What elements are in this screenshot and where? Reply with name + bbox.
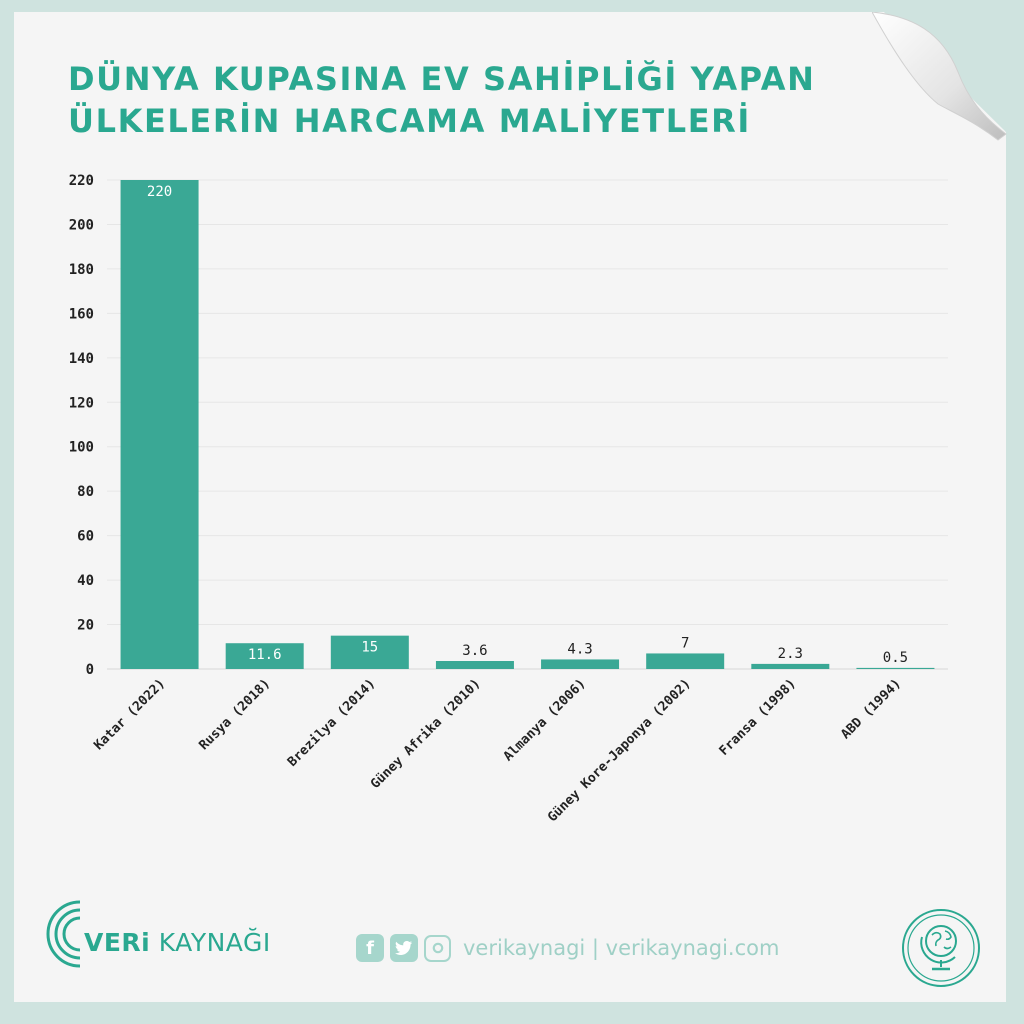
- page-curl: [872, 12, 1007, 141]
- category-label: ABD (1994): [838, 676, 904, 742]
- data-labels: 220 11.6 15 3.6 4.3 7 2.3 0.5: [147, 184, 908, 666]
- data-label: 2.3: [778, 646, 803, 662]
- bar: [225, 643, 304, 669]
- bars: [120, 180, 935, 669]
- data-label: 11.6: [248, 647, 282, 663]
- y-tick-label: 40: [77, 573, 94, 589]
- bar: [435, 660, 514, 669]
- facebook-icon[interactable]: f: [356, 934, 384, 962]
- category-label: Rusya (2018): [196, 676, 273, 753]
- y-tick-label: 20: [77, 618, 94, 634]
- chart-title: DÜNYA KUPASINA EV SAHİPLİĞİ YAPAN ÜLKELE…: [68, 58, 888, 142]
- category-label: Almanya (2006): [501, 676, 589, 764]
- category-label: Güney Afrika (2010): [368, 676, 484, 792]
- data-label: 3.6: [462, 643, 487, 659]
- gridlines: [107, 179, 948, 670]
- brand-prefix: VERi: [84, 928, 151, 957]
- data-label: 220: [147, 184, 172, 200]
- y-tick-label: 140: [69, 351, 94, 367]
- instagram-icon[interactable]: [424, 934, 451, 962]
- bar: [541, 659, 620, 669]
- y-tick-label: 0: [86, 662, 94, 678]
- chart-title-line-1: DÜNYA KUPASINA EV SAHİPLİĞİ YAPAN: [68, 60, 816, 98]
- data-label: 4.3: [567, 641, 592, 657]
- social-handle[interactable]: verikaynagi | verikaynagi.com: [463, 936, 780, 960]
- social-links: f verikaynagi | verikaynagi.com: [356, 932, 779, 964]
- bar: [856, 667, 935, 669]
- y-tick-label: 60: [77, 529, 94, 545]
- category-label: Fransa (1998): [717, 676, 800, 759]
- y-tick-label: 200: [69, 217, 94, 233]
- data-label: 7: [681, 635, 689, 651]
- bar: [330, 635, 409, 669]
- data-label: 0.5: [883, 650, 908, 666]
- twitter-icon[interactable]: [390, 934, 418, 962]
- category-label: Katar (2022): [91, 676, 168, 753]
- brand-suffix: KAYNAĞI: [158, 928, 271, 957]
- y-tick-label: 180: [69, 262, 94, 278]
- x-axis-categories: Katar (2022) Rusya (2018) Brezilya (2014)G…: [91, 676, 904, 825]
- y-axis-ticks: 0 20 40 60 80 100 120 140 160 180 200 220: [69, 173, 94, 678]
- y-tick-label: 80: [77, 484, 94, 500]
- bar: [646, 653, 725, 669]
- brand-wordmark: VERi KAYNAĞI: [84, 928, 271, 957]
- y-tick-label: 160: [69, 306, 94, 322]
- globe-icon: [902, 909, 980, 987]
- bar: [751, 663, 830, 669]
- bar: [120, 180, 199, 669]
- chart-title-line-2: ÜLKELERİN HARCAMA MALİYETLERİ: [68, 102, 751, 140]
- data-label: 15: [361, 640, 378, 656]
- category-label: Brezilya (2014): [285, 676, 379, 770]
- brand-logo-mark: [46, 900, 81, 968]
- y-tick-label: 220: [69, 173, 94, 189]
- y-tick-label: 100: [69, 440, 94, 456]
- y-tick-label: 120: [69, 395, 94, 411]
